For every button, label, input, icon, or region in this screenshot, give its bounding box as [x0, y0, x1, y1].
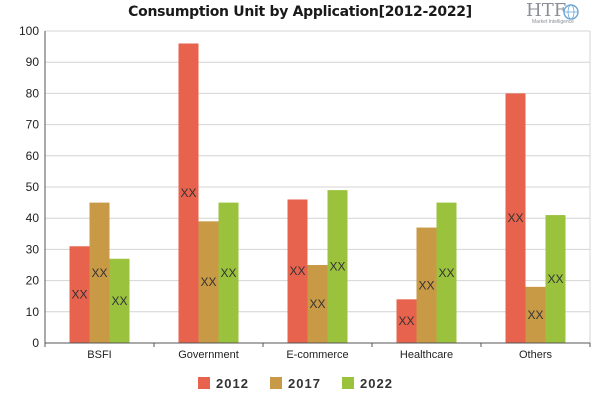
legend-swatch-2012 [198, 377, 210, 389]
bar-2022-e-commerce [327, 190, 348, 343]
bar-2017-healthcare [416, 227, 437, 343]
bar-2012-government [178, 43, 199, 343]
y-tick-label: 100 [19, 24, 39, 38]
data-label: XX [418, 278, 434, 292]
bar-2012-e-commerce [287, 199, 308, 343]
data-label: XX [289, 264, 305, 278]
y-tick-label: 40 [26, 211, 40, 225]
data-label: XX [507, 211, 523, 225]
legend-label-2017: 2017 [288, 376, 321, 391]
y-tick-label: 20 [26, 274, 40, 288]
x-category-label: Government [178, 349, 239, 361]
data-label: XX [220, 266, 236, 280]
y-tick-label: 80 [26, 86, 40, 100]
data-label: XX [329, 260, 345, 274]
grid-lines [45, 30, 591, 344]
bar-2012-others [505, 93, 526, 344]
data-label: XX [309, 297, 325, 311]
legend-label-2022: 2022 [360, 376, 393, 391]
bar-2017-government [198, 221, 219, 343]
bar-2022-government [218, 202, 239, 343]
y-tick-label: 70 [26, 118, 40, 132]
bar-2017-bsfi [89, 202, 110, 343]
legend: 2012 2017 2022 [198, 376, 393, 391]
legend-swatch-2022 [342, 377, 354, 389]
bar-2017-others [525, 286, 546, 343]
x-category-label: E-commerce [286, 349, 348, 361]
bar-2012-bsfi [69, 246, 90, 343]
logo-text: HTF [526, 0, 567, 21]
htf-logo: HTF Market Intelligence [520, 0, 590, 28]
data-label: XX [547, 272, 563, 286]
legend-label-2012: 2012 [216, 376, 249, 391]
data-labels: XX XX XX XX XX XX XX XX XX XX XX XX XX XX XX [71, 186, 563, 328]
chart-title: Consumption Unit by Application[2012-202… [128, 4, 472, 20]
y-tick-label: 0 [32, 336, 39, 350]
data-label: XX [91, 266, 107, 280]
data-label: XX [438, 266, 454, 280]
bars [69, 43, 566, 344]
axes: 0 10 20 30 40 50 60 70 80 90 100 BSFI Government E-co… [19, 24, 591, 361]
y-tick-label: 60 [26, 149, 40, 163]
data-label: XX [398, 314, 414, 328]
x-category-label: Others [519, 349, 553, 361]
bar-2022-bsfi [109, 258, 130, 343]
data-label: XX [200, 275, 216, 289]
bar-2022-healthcare [436, 202, 457, 343]
data-label: XX [527, 308, 543, 322]
y-tick-label: 90 [26, 55, 40, 69]
bar-2012-healthcare [396, 299, 417, 343]
y-tick-label: 30 [26, 242, 40, 256]
y-tick-label: 50 [26, 180, 40, 194]
globe-icon [563, 4, 579, 20]
x-category-label: BSFI [87, 349, 111, 361]
x-category-label: Healthcare [400, 349, 453, 361]
legend-swatch-2017 [270, 377, 282, 389]
y-tick-label: 10 [26, 305, 40, 319]
data-label: XX [180, 186, 196, 200]
data-label: XX [71, 288, 87, 302]
bar-2022-others [545, 215, 566, 343]
logo-subtext: Market Intelligence [532, 19, 574, 25]
bar-2017-e-commerce [307, 265, 328, 343]
data-label: XX [111, 294, 127, 308]
